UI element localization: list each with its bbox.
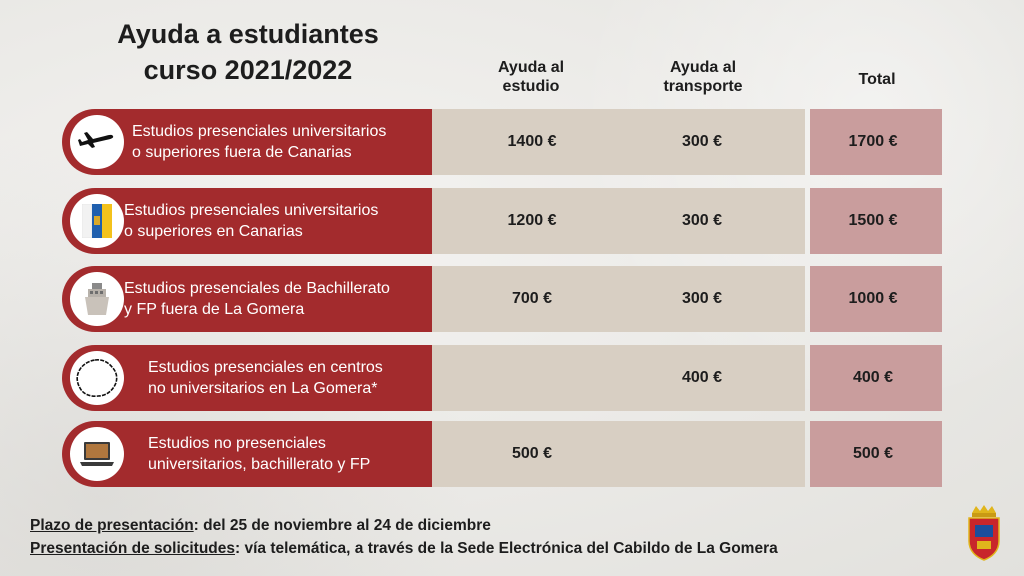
deadline-text: : del 25 de noviembre al 24 de diciembre — [193, 517, 491, 534]
row-label-line-1: Estudios presenciales universitarios — [132, 123, 387, 140]
total-value: 1700 € — [848, 133, 898, 150]
row-label: Estudios presenciales universitarios o s… — [124, 188, 378, 254]
deadline-line: Plazo de presentación: del 25 de noviemb… — [30, 517, 491, 535]
submission-text: : vía telemática, a través de la Sede El… — [235, 540, 778, 557]
study-aid-value — [477, 345, 587, 411]
cabildo-la-gomera-crest-icon — [966, 503, 1002, 561]
page-title: Ayuda a estudiantes curso 2021/2022 — [78, 16, 418, 88]
row-label-line-1: Estudios presenciales en centros — [148, 359, 383, 376]
table-row: Estudios presenciales de Bachillerato y … — [62, 266, 942, 332]
total-value: 400 € — [852, 369, 894, 386]
table-row: Estudios presenciales universitarios o s… — [62, 188, 942, 254]
study-aid-value: 500 € — [511, 445, 553, 462]
total-value: 1500 € — [848, 212, 898, 229]
column-header-study-line-2: estudio — [502, 78, 560, 95]
airplane-icon — [70, 115, 124, 169]
table-row: Estudios presenciales universitarios o s… — [62, 109, 942, 175]
laptop-icon — [70, 427, 124, 481]
total-value: 500 € — [852, 445, 894, 462]
row-total-cell — [810, 345, 942, 411]
title-line-2: curso 2021/2022 — [143, 55, 353, 85]
submission-label: Presentación de solicitudes — [30, 540, 236, 557]
table-row: Estudios presenciales en centros no univ… — [62, 345, 942, 411]
row-label-cell: Estudios presenciales universitarios o s… — [62, 109, 432, 175]
study-aid-value: 1200 € — [507, 212, 557, 229]
transport-aid-value: 300 € — [681, 212, 723, 229]
column-header-study: Ayuda al estudio — [476, 58, 586, 96]
study-aid-value: 700 € — [511, 290, 553, 307]
row-values-cell — [432, 188, 805, 254]
row-label: Estudios no presenciales universitarios,… — [148, 421, 370, 487]
row-label-line-1: Estudios presenciales universitarios — [124, 202, 379, 219]
transport-aid-value: 400 € — [681, 369, 723, 386]
row-values-cell — [432, 266, 805, 332]
row-label-cell: Estudios presenciales de Bachillerato y … — [62, 266, 432, 332]
canary-flag-icon — [70, 194, 124, 248]
row-total-cell — [810, 266, 942, 332]
column-header-transport: Ayuda al transporte — [643, 58, 763, 96]
island-outline-icon — [70, 351, 124, 405]
deadline-label: Plazo de presentación — [30, 517, 194, 534]
transport-aid-value: 300 € — [681, 133, 723, 150]
column-header-study-line-1: Ayuda al — [497, 59, 565, 76]
row-total-cell — [810, 109, 942, 175]
row-label: Estudios presenciales en centros no univ… — [148, 345, 383, 411]
total-value: 1000 € — [848, 290, 898, 307]
row-label: Estudios presenciales de Bachillerato y … — [124, 266, 390, 332]
row-label-line-2: o superiores en Canarias — [124, 223, 303, 240]
table-row: Estudios no presenciales universitarios,… — [62, 421, 942, 487]
title-line-1: Ayuda a estudiantes — [117, 19, 379, 49]
row-values-cell — [432, 109, 805, 175]
row-label-line-1: Estudios no presenciales — [148, 435, 326, 452]
transport-aid-value: 300 € — [681, 290, 723, 307]
row-values-cell — [432, 345, 805, 411]
study-aid-value: 1400 € — [507, 133, 557, 150]
transport-aid-value — [647, 421, 757, 487]
row-label-line-2: o superiores fuera de Canarias — [132, 144, 352, 161]
row-label-cell: Estudios no presenciales universitarios,… — [62, 421, 432, 487]
row-label-line-2: universitarios, bachillerato y FP — [148, 456, 371, 473]
row-values-cell — [432, 421, 805, 487]
row-total-cell — [810, 421, 942, 487]
row-label-cell: Estudios presenciales universitarios o s… — [62, 188, 432, 254]
row-label-line-1: Estudios presenciales de Bachillerato — [124, 280, 390, 297]
row-label-line-2: y FP fuera de La Gomera — [124, 301, 305, 318]
ferry-icon — [70, 272, 124, 326]
submission-line: Presentación de solicitudes: vía telemát… — [30, 540, 778, 558]
column-header-transport-line-1: Ayuda al — [669, 59, 737, 76]
row-total-cell — [810, 188, 942, 254]
column-header-transport-line-2: transporte — [663, 78, 743, 95]
row-label-cell: Estudios presenciales en centros no univ… — [62, 345, 432, 411]
row-label: Estudios presenciales universitarios o s… — [132, 109, 386, 175]
row-label-line-2: no universitarios en La Gomera* — [148, 380, 378, 397]
column-header-total: Total — [858, 71, 896, 88]
